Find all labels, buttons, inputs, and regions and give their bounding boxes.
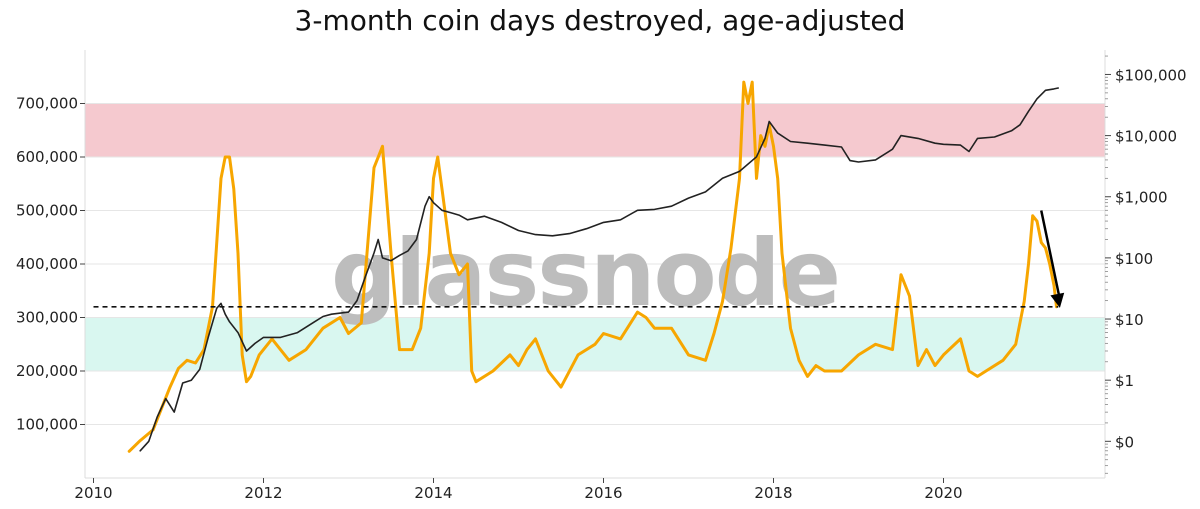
y-right-tick-label: $100 [1115,250,1153,268]
y-left-tick-label: 600,000 [16,148,78,166]
x-tick-label: 2018 [754,484,792,502]
y-right-tick-label: $10,000 [1115,128,1177,146]
trend-arrow-head [1050,292,1065,308]
x-tick-label: 2020 [924,484,962,502]
y-right-tick-label: $10 [1115,311,1144,329]
chart-title: 3-month coin days destroyed, age-adjuste… [294,4,906,37]
y-left-tick-label: 100,000 [16,416,78,434]
y-right-tick-label: $1 [1115,372,1134,390]
band-high [85,103,1105,157]
series-line-price [139,87,1059,452]
y-right-tick-label: $100,000 [1115,66,1187,84]
x-tick-label: 2016 [584,484,622,502]
x-tick-label: 2012 [244,484,282,502]
y-left-tick-label: 700,000 [16,95,78,113]
y-left-tick-label: 500,000 [16,202,78,220]
watermark-text: glassnode [331,220,839,327]
y-left-tick-label: 200,000 [16,362,78,380]
y-right-tick-label: $1,000 [1115,189,1168,207]
x-tick-label: 2010 [74,484,112,502]
series-line-cdd [127,80,1058,453]
y-right-tick-label: $0 [1115,433,1134,451]
x-tick-label: 2014 [414,484,452,502]
y-left-tick-label: 400,000 [16,255,78,273]
trend-arrow-shaft [1040,210,1062,301]
y-left-tick-label: 300,000 [16,309,78,327]
